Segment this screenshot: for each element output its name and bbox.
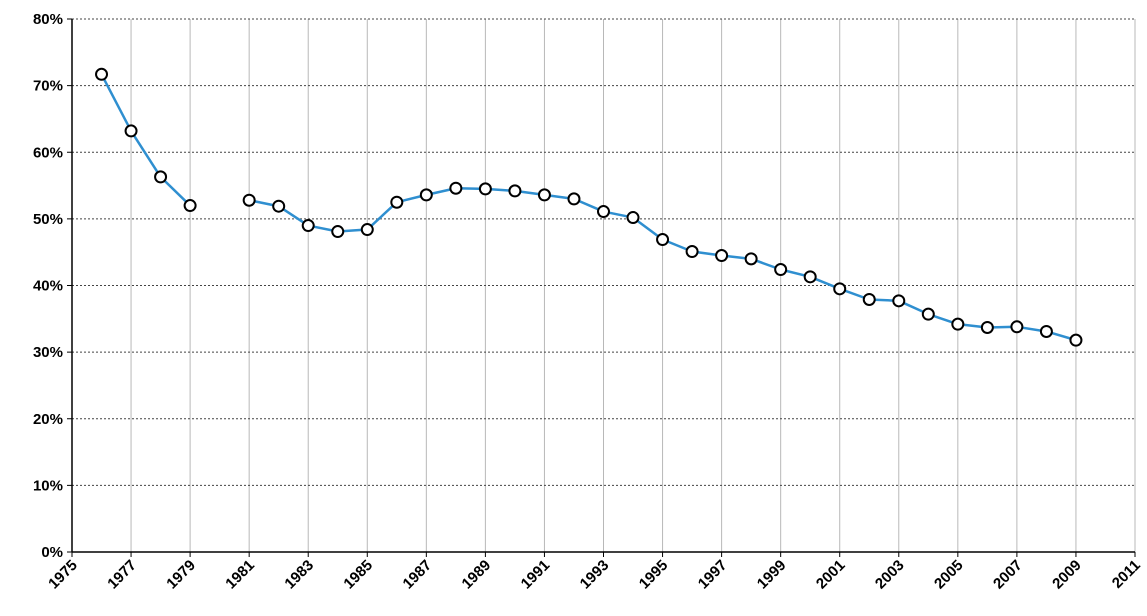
data-point [715, 249, 729, 263]
data-point [390, 195, 404, 209]
y-tick-label: 40% [33, 278, 63, 295]
x-tick-label: 1989 [459, 557, 495, 593]
data-point [508, 184, 522, 198]
series-line [100, 73, 191, 207]
data-point [1039, 324, 1053, 338]
data-point [183, 199, 197, 213]
data-point [626, 211, 640, 225]
x-tick-label: 1987 [400, 557, 436, 593]
x-tick-label: 1995 [636, 557, 672, 593]
data-point [656, 233, 670, 247]
data-point [597, 205, 610, 219]
y-tick-label: 50% [33, 211, 63, 228]
data-point [774, 263, 788, 277]
data-point [803, 270, 817, 284]
data-point [921, 307, 935, 321]
x-tick-labels: 1975 1977 1979 1981 1983 1985 1987 1989 1991 1993… [45, 557, 1144, 593]
data-point [1069, 333, 1083, 347]
axes [67, 18, 1136, 557]
data-point [360, 223, 374, 237]
y-tick-label: 10% [33, 477, 63, 494]
data-point [833, 282, 847, 296]
data-point [419, 188, 433, 202]
x-tick-label: 1993 [577, 557, 613, 593]
x-tick-label: 1991 [518, 557, 554, 593]
data-point [685, 245, 699, 259]
y-tick-label: 0% [41, 544, 63, 561]
data-series [95, 67, 1083, 347]
x-tick-label: 1979 [163, 557, 199, 593]
y-tick-label: 60% [33, 144, 63, 161]
data-point [892, 294, 906, 308]
data-point [478, 182, 492, 196]
data-point [951, 317, 965, 331]
x-tick-label: 1981 [222, 557, 258, 593]
x-tick-label: 2007 [990, 557, 1026, 593]
y-tick-label: 70% [33, 78, 63, 95]
grid-lines [71, 18, 1136, 552]
x-tick-label: 1999 [754, 557, 790, 593]
x-tick-label: 1983 [281, 557, 317, 593]
data-point [537, 188, 551, 202]
data-point [154, 170, 168, 184]
data-point [331, 225, 345, 239]
y-tick-labels: 0% 10% 20% 30% 40% 50% 60% 70% 80% [33, 11, 63, 561]
data-point [744, 252, 758, 266]
data-point [272, 199, 286, 213]
x-tick-label: 1985 [340, 557, 376, 593]
x-tick-label: 2005 [931, 557, 967, 593]
data-point [95, 67, 109, 81]
x-tick-label: 2001 [813, 557, 849, 593]
x-tick-label: 1975 [45, 557, 81, 593]
y-tick-label: 30% [33, 344, 63, 361]
data-point [567, 192, 581, 206]
data-point [124, 124, 138, 138]
y-tick-label: 20% [33, 411, 63, 428]
x-tick-label: 2009 [1049, 557, 1085, 593]
x-tick-label: 2011 [1109, 557, 1144, 592]
data-point [301, 219, 315, 233]
x-tick-label: 1997 [695, 557, 731, 593]
x-tick-label: 2003 [872, 557, 908, 593]
data-point [449, 181, 463, 195]
data-point [1010, 320, 1024, 334]
data-point [242, 193, 256, 207]
data-point [980, 320, 994, 334]
y-tick-label: 80% [33, 11, 63, 28]
x-tick-label: 1977 [104, 557, 140, 593]
data-point [862, 292, 876, 306]
